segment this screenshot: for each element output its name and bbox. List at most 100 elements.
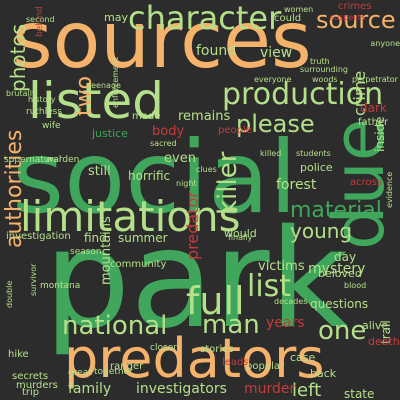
word-remains: remains — [178, 109, 231, 124]
word-investigators: investigators — [136, 381, 227, 397]
word-father: father — [358, 117, 389, 128]
word-montana: montana — [40, 281, 81, 291]
word-list: list — [247, 269, 292, 304]
word-victims: victims — [258, 259, 305, 274]
word-even: even — [164, 151, 196, 166]
word-surrounding: surrounding — [300, 65, 348, 74]
word-social: social — [12, 119, 298, 236]
word-please: please — [236, 110, 315, 138]
word-investigation: investigation — [6, 231, 71, 242]
word-found: found — [196, 43, 237, 59]
word-horrific: horrific — [128, 169, 171, 183]
word-state: state — [344, 387, 375, 400]
word-man: man — [202, 310, 260, 340]
word-character: character — [128, 0, 282, 37]
word-trip: trip — [22, 387, 40, 398]
word-behind: behind — [35, 6, 45, 37]
word-sacred: sacred — [150, 139, 177, 148]
word-secrets: secrets — [12, 371, 49, 382]
word-teenage: teenage — [88, 81, 121, 90]
word-national: national — [62, 311, 168, 341]
word-murders: murders — [16, 380, 58, 391]
word-closer: closer — [150, 343, 177, 353]
word-woods: woods — [312, 75, 338, 84]
word-day: day — [334, 250, 357, 264]
word-murder: murder — [244, 381, 296, 397]
word-material: material — [290, 198, 382, 223]
word-killed: killed — [260, 149, 282, 158]
word-park: park — [44, 201, 349, 359]
word-beloved: beloved — [318, 267, 362, 280]
word-full: full — [186, 279, 245, 323]
word-double: double — [5, 280, 14, 308]
word-finally: finally — [228, 233, 253, 242]
word-years: years — [266, 315, 305, 331]
word-made: made — [132, 111, 161, 122]
word-summer: summer — [118, 231, 168, 245]
word-people: people — [218, 125, 252, 136]
word-alive: alive — [362, 319, 389, 332]
word-case: case — [290, 351, 316, 364]
word-women: women — [284, 5, 314, 14]
word-may: may — [104, 11, 128, 24]
word-view: view — [260, 45, 293, 61]
word-limitations: limitations — [20, 192, 241, 241]
word-great: great — [68, 368, 92, 378]
word-crimes: crimes — [338, 1, 372, 12]
word-dark: dark — [360, 101, 387, 115]
word-ruthless: ruthless — [26, 107, 63, 117]
word-listed: listed — [28, 72, 164, 130]
word-second: second — [26, 15, 55, 24]
word-mountains: mountains — [99, 216, 114, 285]
word-could: could — [274, 13, 302, 24]
word-stories: stories — [200, 344, 234, 355]
word-decades: decades — [274, 297, 308, 306]
word-supernatural: supernatural — [4, 155, 62, 165]
word-students: students — [296, 149, 331, 158]
word-clues: clues — [196, 165, 217, 174]
word-questions: questions — [310, 297, 369, 311]
word-body: body — [152, 124, 185, 139]
word-young: young — [290, 219, 353, 243]
word-night: night — [176, 179, 197, 188]
word-enforcement: enforcement — [111, 56, 120, 108]
word-justice: justice — [92, 127, 128, 140]
word-ranger: ranger — [110, 361, 144, 372]
word-community: community — [110, 259, 167, 270]
word-production: production — [222, 77, 384, 112]
word-truth: truth — [310, 57, 330, 66]
word-warden: warden — [46, 155, 80, 165]
word-blood: blood — [344, 281, 367, 290]
word-wife: wife — [42, 121, 61, 131]
word-death: death — [368, 335, 400, 348]
word-back: back — [310, 367, 337, 380]
word-predators: predators — [64, 327, 325, 390]
word-left: left — [292, 380, 322, 400]
word-across: across — [350, 177, 383, 188]
word-hike: hike — [8, 349, 29, 360]
word-would: would — [224, 227, 257, 240]
word-history: history — [28, 95, 56, 104]
word-survivor: survivor — [29, 263, 38, 296]
word-season: season — [70, 247, 102, 257]
word-everyone: everyone — [254, 75, 292, 84]
word-anyone: anyone — [370, 39, 400, 48]
word-brutally: brutally — [6, 89, 37, 98]
word-police: police — [300, 161, 333, 174]
word-photos: photos — [6, 23, 30, 92]
word-still: still — [88, 164, 111, 179]
word-one: one — [318, 316, 367, 346]
word-find: find — [84, 231, 107, 245]
word-predator: predator — [183, 191, 202, 260]
word-together: together — [94, 367, 133, 377]
word-suspects: suspects — [330, 13, 366, 22]
word-forest: forest — [276, 177, 317, 193]
word-family: family — [68, 381, 112, 397]
word-leads: leads — [222, 357, 249, 368]
word-perpetrator: perpetrator — [352, 75, 398, 84]
word-mystery: mystery — [308, 261, 366, 277]
word-killer: killer — [213, 151, 243, 215]
word-evidence: evidence — [385, 171, 394, 208]
word-popular: popular — [246, 361, 285, 372]
